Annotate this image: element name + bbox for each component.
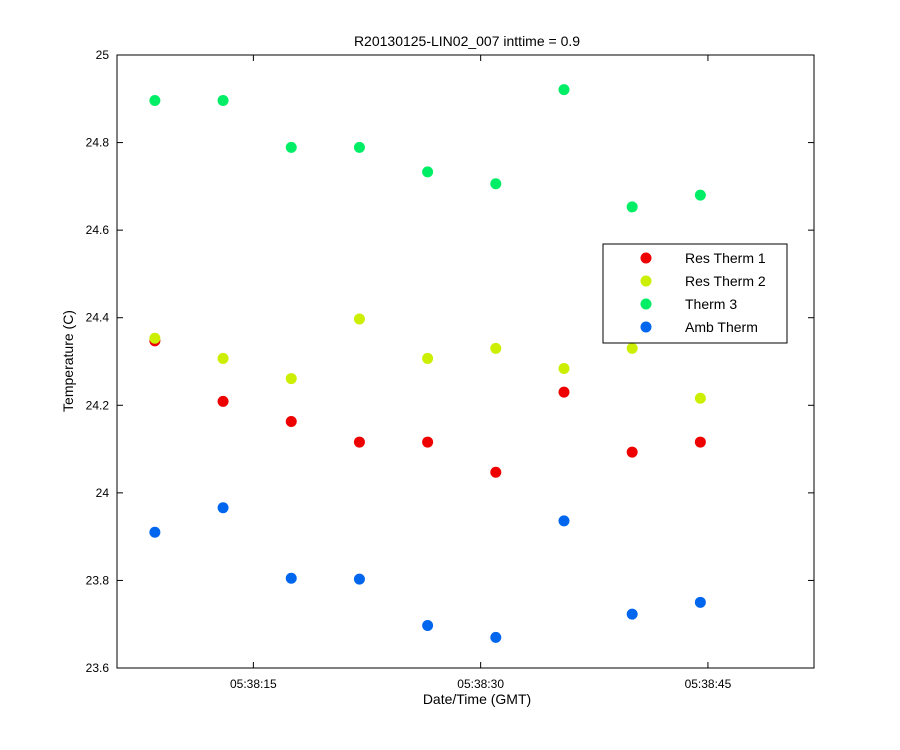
point-res-therm-2 — [422, 352, 434, 364]
point-therm-3 — [285, 141, 297, 153]
legend-label: Res Therm 1 — [685, 250, 766, 266]
chart-title: R20130125-LIN02_007 inttime = 0.9 — [354, 33, 580, 49]
point-res-therm-2 — [285, 373, 297, 385]
legend-label: Res Therm 2 — [685, 273, 766, 289]
x-axis: 05:38:15 05:38:30 05:38:45 — [230, 55, 732, 691]
point-res-therm-1 — [285, 415, 297, 427]
data-points — [149, 84, 706, 643]
y-tick-label: 24.8 — [86, 136, 110, 150]
point-amb-therm — [422, 620, 434, 632]
legend: Res Therm 1 Res Therm 2 Therm 3 Amb Therm — [602, 243, 788, 344]
point-amb-therm — [694, 596, 706, 608]
x-tick-label: 05:38:15 — [230, 677, 277, 691]
point-therm-3 — [694, 189, 706, 201]
legend-marker — [640, 298, 652, 310]
point-res-therm-2 — [558, 363, 570, 375]
point-res-therm-2 — [490, 342, 502, 354]
point-res-therm-2 — [353, 313, 365, 325]
y-tick-label: 23.8 — [86, 573, 110, 587]
legend-marker — [640, 321, 652, 333]
y-tick-label: 23.6 — [86, 661, 110, 675]
y-tick-label: 24 — [96, 486, 110, 500]
point-amb-therm — [149, 526, 161, 538]
point-res-therm-2 — [694, 392, 706, 404]
legend-label: Amb Therm — [685, 319, 758, 335]
point-amb-therm — [217, 502, 229, 514]
x-tick-label: 05:38:45 — [685, 677, 732, 691]
point-amb-therm — [558, 515, 570, 527]
y-tick-label: 25 — [96, 48, 110, 62]
point-amb-therm — [626, 608, 638, 620]
point-therm-3 — [558, 84, 570, 96]
plot-area — [116, 54, 815, 669]
point-amb-therm — [353, 573, 365, 585]
point-res-therm-1 — [217, 395, 229, 407]
legend-marker — [640, 275, 652, 287]
y-tick-label: 24.4 — [86, 311, 110, 325]
point-res-therm-1 — [694, 436, 706, 448]
point-therm-3 — [626, 201, 638, 213]
y-axis: 23.6 23.8 24 24.2 24.4 24.6 24.8 25 — [86, 48, 814, 675]
legend-box — [602, 243, 788, 344]
y-tick-label: 24.6 — [86, 223, 110, 237]
legend-marker — [640, 252, 652, 264]
point-therm-3 — [217, 95, 229, 107]
x-axis-title: Date/Time (GMT) — [423, 691, 531, 707]
y-axis-title: Temperature (C) — [60, 310, 76, 412]
x-tick-label: 05:38:30 — [457, 677, 504, 691]
legend-label: Therm 3 — [685, 296, 737, 312]
point-res-therm-1 — [353, 436, 365, 448]
point-res-therm-1 — [490, 466, 502, 478]
point-therm-3 — [353, 141, 365, 153]
point-res-therm-1 — [558, 386, 570, 398]
point-res-therm-2 — [149, 332, 161, 344]
point-res-therm-2 — [217, 352, 229, 364]
point-res-therm-1 — [422, 436, 434, 448]
y-tick-label: 24.2 — [86, 398, 110, 412]
point-therm-3 — [422, 166, 434, 178]
point-therm-3 — [490, 178, 502, 190]
point-res-therm-1 — [626, 446, 638, 458]
point-therm-3 — [149, 95, 161, 107]
point-res-therm-2 — [626, 342, 638, 354]
point-amb-therm — [285, 572, 297, 584]
point-amb-therm — [490, 631, 502, 643]
